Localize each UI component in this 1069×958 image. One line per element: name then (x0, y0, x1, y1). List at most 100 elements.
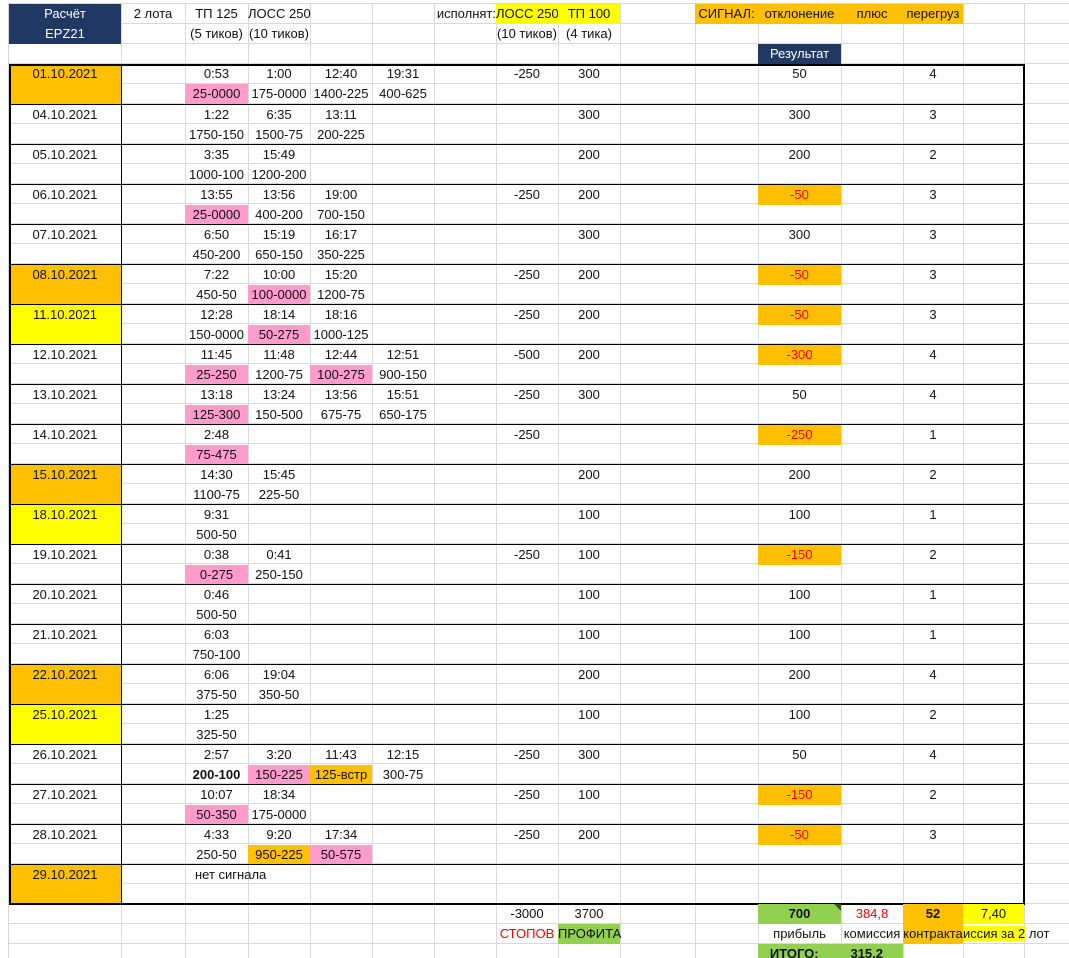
count-cell[interactable]: 1 (929, 627, 937, 642)
stop-cell[interactable]: -500 (513, 347, 541, 362)
count-cell[interactable]: 2 (929, 467, 937, 482)
value-cell[interactable]: 650-175 (379, 407, 427, 422)
note-cell[interactable]: нет сигнала (195, 867, 267, 882)
count-cell[interactable]: 1 (929, 507, 937, 522)
stop-cell[interactable]: -250 (513, 427, 541, 442)
date-cell[interactable]: 07.10.2021 (32, 227, 98, 242)
profit-cell[interactable]: 200 (578, 267, 600, 282)
result-cell[interactable]: -300 (758, 345, 841, 365)
date-cell[interactable]: 05.10.2021 (32, 147, 98, 162)
time-cell[interactable]: 6:50 (203, 227, 230, 242)
count-cell[interactable]: 4 (929, 747, 937, 762)
time-cell[interactable]: 9:31 (203, 507, 230, 522)
value-cell[interactable]: 225-50 (258, 487, 300, 502)
date-cell[interactable]: 15.10.2021 (9, 465, 121, 505)
signal-item-plus[interactable]: плюс (841, 4, 903, 24)
time-cell[interactable]: 1:00 (266, 66, 292, 81)
result-cell[interactable]: -50 (758, 825, 841, 845)
contracts-value[interactable]: 52 (903, 904, 963, 924)
value-cell[interactable]: 350-225 (317, 247, 365, 262)
profit-cell[interactable]: 100 (578, 707, 600, 722)
result-cell[interactable]: 100 (788, 587, 811, 602)
value-cell[interactable]: 325-50 (196, 727, 237, 742)
result-cell[interactable]: 300 (788, 227, 811, 242)
value-cell[interactable]: 500-50 (196, 607, 237, 622)
value-cell[interactable]: 50-350 (185, 805, 248, 825)
value-cell[interactable]: 50-275 (248, 325, 310, 345)
time-cell[interactable]: 0:38 (203, 547, 230, 562)
profit-cell[interactable]: 300 (578, 387, 600, 402)
date-cell[interactable]: 06.10.2021 (32, 187, 98, 202)
count-cell[interactable]: 3 (929, 267, 937, 282)
count-cell[interactable]: 3 (929, 227, 937, 242)
value-cell[interactable]: 125-300 (185, 405, 248, 425)
result-cell[interactable]: 100 (788, 507, 811, 522)
result-cell[interactable]: 50 (792, 747, 807, 762)
time-cell[interactable]: 16:17 (324, 227, 358, 242)
value-cell[interactable]: 900-150 (379, 367, 427, 382)
time-cell[interactable]: 13:55 (200, 187, 233, 202)
time-cell[interactable]: 15:45 (262, 467, 296, 482)
profit-total-value[interactable]: 3700 (574, 906, 604, 921)
value-cell[interactable]: 25-250 (185, 365, 248, 385)
value-cell[interactable]: 450-200 (192, 247, 241, 262)
time-cell[interactable]: 12:44 (324, 347, 358, 362)
value-cell[interactable]: 400-625 (379, 86, 427, 101)
date-cell[interactable]: 19.10.2021 (32, 547, 98, 562)
value-cell[interactable]: 350-50 (258, 687, 300, 702)
value-cell[interactable]: 1000-125 (313, 327, 369, 342)
value-cell[interactable]: 50-575 (310, 845, 372, 865)
header-loss[interactable]: ЛОСС 250 (248, 6, 311, 21)
result-cell[interactable]: -250 (758, 425, 841, 445)
title-box[interactable]: Расчёт EPZ21 (9, 4, 121, 44)
profit-cell[interactable]: 200 (578, 467, 600, 482)
date-cell[interactable]: 12.10.2021 (32, 347, 98, 362)
value-cell[interactable]: 1000-100 (189, 167, 244, 182)
date-cell[interactable]: 04.10.2021 (32, 107, 98, 122)
result-cell[interactable]: 200 (788, 467, 811, 482)
profit-cell[interactable]: 100 (578, 587, 600, 602)
value-cell[interactable]: 150-500 (255, 407, 303, 422)
time-cell[interactable]: 13:56 (324, 387, 358, 402)
value-cell[interactable]: 375-50 (196, 687, 237, 702)
time-cell[interactable]: 11:48 (263, 347, 295, 362)
time-cell[interactable]: 6:35 (266, 107, 292, 122)
count-cell[interactable]: 2 (929, 707, 937, 722)
value-cell[interactable]: 175-0000 (251, 807, 307, 822)
value-cell[interactable]: 0-275 (185, 565, 248, 585)
time-cell[interactable]: 0:53 (203, 66, 230, 81)
time-cell[interactable]: 1:22 (203, 107, 230, 122)
header-exec-loss[interactable]: ЛОСС 250 (496, 4, 559, 24)
date-cell[interactable]: 22.10.2021 (9, 665, 121, 705)
profit-cell[interactable]: 100 (578, 507, 600, 522)
header-exec-tp[interactable]: ТП 100 (558, 4, 620, 24)
time-cell[interactable]: 3:20 (266, 747, 292, 762)
date-cell[interactable]: 26.10.2021 (32, 747, 98, 762)
profit-cell[interactable]: 100 (578, 787, 600, 802)
date-cell[interactable]: 20.10.2021 (32, 587, 98, 602)
value-cell[interactable]: 1100-75 (193, 487, 240, 502)
value-cell[interactable]: 450-50 (196, 287, 237, 302)
time-cell[interactable]: 13:24 (262, 387, 296, 402)
time-cell[interactable]: 3:35 (203, 147, 230, 162)
count-cell[interactable]: 1 (929, 587, 937, 602)
stop-cell[interactable]: -250 (513, 787, 541, 802)
value-cell[interactable]: 100-0000 (248, 285, 310, 305)
value-cell[interactable]: 1200-75 (255, 367, 303, 382)
value-cell[interactable]: 100-275 (310, 365, 372, 385)
time-cell[interactable]: 13:11 (325, 107, 357, 122)
stop-cell[interactable]: -250 (513, 66, 541, 81)
count-cell[interactable]: 3 (929, 187, 937, 202)
time-cell[interactable]: 0:41 (266, 547, 292, 562)
commission-value[interactable]: 384,8 (855, 906, 889, 921)
profit-cell[interactable]: 300 (578, 66, 600, 81)
time-cell[interactable]: 13:56 (262, 187, 296, 202)
count-cell[interactable]: 3 (929, 107, 937, 122)
stop-cell[interactable]: -250 (513, 267, 541, 282)
result-cell[interactable]: 100 (788, 627, 811, 642)
value-cell[interactable]: 1400-225 (313, 86, 369, 101)
date-cell[interactable]: 08.10.2021 (9, 265, 121, 305)
value-cell[interactable]: 250-150 (255, 567, 303, 582)
time-cell[interactable]: 19:04 (262, 667, 296, 682)
stop-cell[interactable]: -250 (513, 307, 541, 322)
